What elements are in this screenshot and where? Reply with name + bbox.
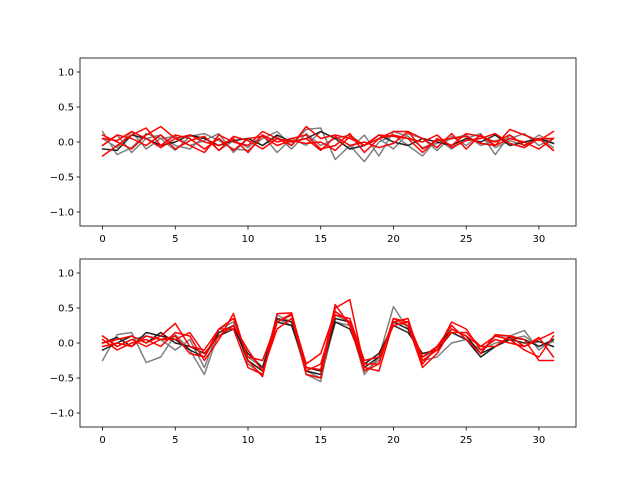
subplot-2: 0 5 10 15 20 25 30 −1.0 −0.5 0.0 0.5 1.0 [50,258,577,446]
x-tick-label: 10 [242,435,255,446]
x-tick-label: 30 [533,435,546,446]
y-tick-label: 0.5 [58,103,74,114]
series-line-8 [101,314,555,372]
x-tick-label: 25 [460,435,473,446]
y-tick-label: 0.5 [58,304,74,315]
series-line-6 [101,125,555,154]
series-line-8 [101,130,555,152]
x-tick-label: 5 [172,234,178,245]
x-tick-label: 15 [314,435,327,446]
x-tick-label: 0 [99,435,105,446]
x-tick-label: 0 [99,234,105,245]
y-tick-label: −1.0 [50,208,74,219]
series-line-5 [101,127,555,158]
subplot-1: 0 5 10 15 20 25 30 −1.0 −0.5 0.0 0.5 1.0 [50,57,577,245]
series-line-6 [101,298,555,379]
y-tick-label: 1.0 [58,269,74,280]
x-tick-label: 30 [533,234,546,245]
series-line-7 [101,125,555,154]
x-tick-label: 20 [387,234,400,245]
series-group [101,298,555,383]
x-tick-label: 25 [460,234,473,245]
x-tick-label: 5 [172,435,178,446]
series-line-2 [101,317,555,379]
x-tick-label: 20 [387,435,400,446]
series-group [101,125,555,163]
y-tick-label: 1.0 [58,68,74,79]
y-tick-label: −1.0 [50,409,74,420]
y-tick-label: 0.0 [58,339,74,350]
x-tick-label: 10 [242,234,255,245]
y-tick-label: 0.0 [58,138,74,149]
subplots: 0 5 10 15 20 25 30 −1.0 −0.5 0.0 0.5 1.0 0 5 10 15 20 25 3… [50,57,577,446]
y-tick-label: −0.5 [50,374,74,385]
y-tick-label: −0.5 [50,173,74,184]
x-tick-label: 15 [314,234,327,245]
